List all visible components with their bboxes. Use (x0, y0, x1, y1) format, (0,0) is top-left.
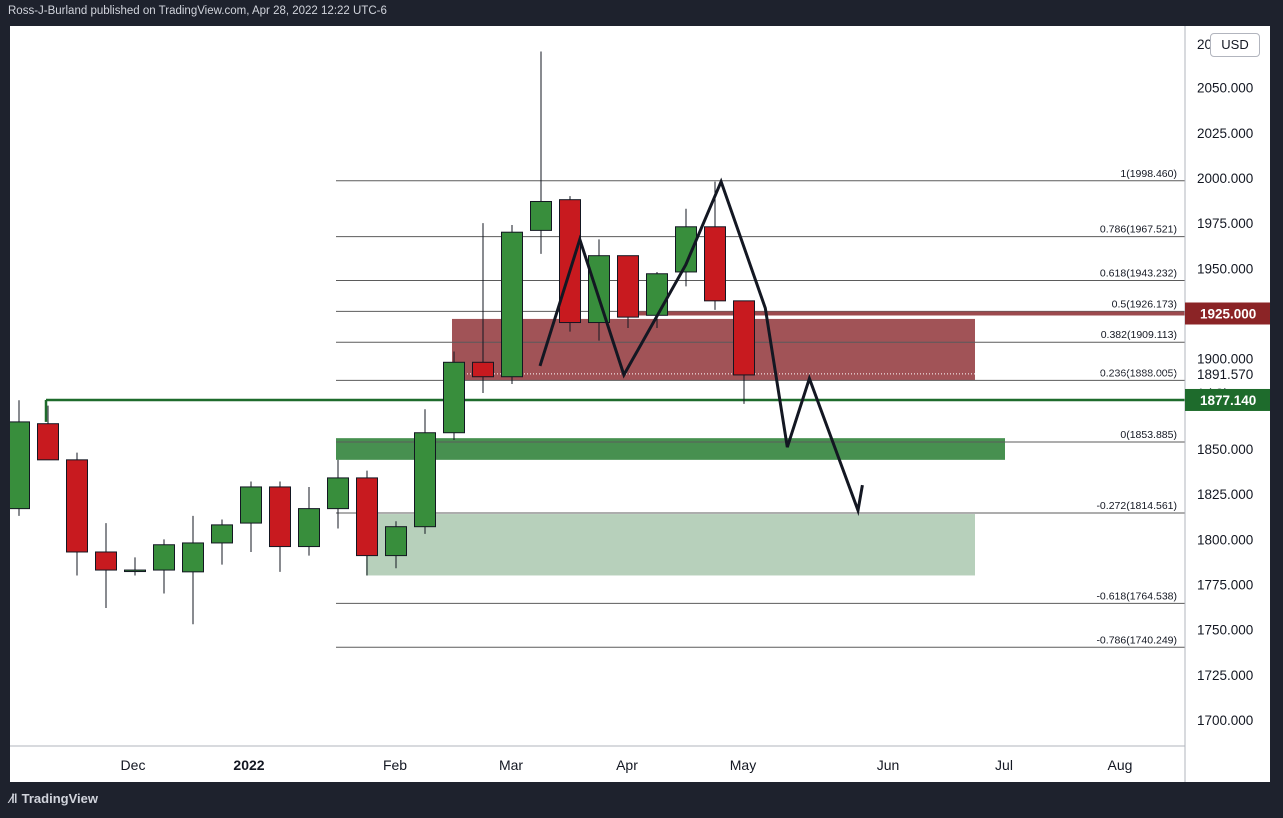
support-zone (336, 438, 1005, 460)
price-tick-label: 1850.000 (1197, 442, 1253, 457)
candle (356, 477, 378, 557)
currency-button[interactable]: USD (1210, 33, 1260, 57)
fib-label: 0.786(1967.521) (1100, 224, 1177, 236)
price-tick-label: 2050.000 (1197, 81, 1253, 96)
candle (530, 200, 552, 231)
current-price-label: 1877.140 (1200, 393, 1256, 408)
candle (37, 423, 59, 461)
candle (385, 526, 407, 557)
fib-label: 0.618(1943.232) (1100, 268, 1177, 280)
candle (153, 544, 175, 571)
fib-label: -0.786(1740.249) (1096, 634, 1177, 646)
time-tick-label: Dec (121, 757, 146, 773)
logo-text: TradingView (21, 791, 98, 806)
candle (704, 226, 726, 302)
price-tick-label: 1825.000 (1197, 487, 1253, 502)
candle (472, 361, 494, 378)
fib-label: 1(1998.460) (1120, 168, 1177, 180)
time-tick-label: Feb (383, 757, 407, 773)
candle (211, 524, 233, 544)
target-zone (366, 514, 975, 576)
time-tick-label: Jul (995, 757, 1013, 773)
price-tick-label: 1800.000 (1197, 532, 1253, 547)
resistance-zone (452, 318, 975, 381)
candle (443, 361, 465, 434)
candle (675, 226, 697, 273)
tradingview-logo[interactable]: ⁄‖ TradingView (10, 791, 98, 806)
resistance-price-label: 1925.000 (1200, 307, 1256, 322)
candle (559, 199, 581, 324)
time-tick-label: 2022 (233, 757, 264, 773)
candle (95, 551, 117, 571)
last-close-label: 1891.570 (1197, 367, 1253, 382)
chart-area[interactable]: 1(1998.460) 0.786(1967.521) 0.618(1943.232… (10, 26, 1270, 782)
time-tick-label: May (730, 757, 756, 773)
time-tick-label: Aug (1108, 757, 1133, 773)
price-tick-label: 1975.000 (1197, 216, 1253, 231)
time-tick-label: Apr (616, 757, 638, 773)
price-tick-label: 1750.000 (1197, 623, 1253, 638)
current-price-tag (1185, 388, 1270, 411)
fib-label: 0.5(1926.173) (1112, 298, 1177, 310)
candle (646, 273, 668, 316)
candle (269, 486, 291, 548)
fib-label: 0.382(1909.113) (1101, 329, 1177, 341)
fib-label: 0.236(1888.005) (1100, 367, 1177, 379)
candle (182, 542, 204, 573)
projection-path (538, 177, 864, 517)
candle (124, 569, 146, 573)
price-tick-label: 2000.000 (1197, 171, 1253, 186)
fib-label: -0.272(1814.561) (1096, 500, 1177, 512)
price-tick-label: 1775.000 (1197, 578, 1253, 593)
time-tick-label: Jun (877, 757, 900, 773)
price-tick-label: 1900.000 (1197, 352, 1253, 367)
price-tick-label: 1700.000 (1197, 713, 1253, 728)
candle (501, 231, 523, 378)
candlestick-chart[interactable]: 1(1998.460) 0.786(1967.521) 0.618(1943.232… (10, 26, 1270, 782)
candle (733, 300, 755, 376)
candle (66, 459, 88, 553)
candle (298, 508, 320, 548)
price-tick-label: 1725.000 (1197, 668, 1253, 683)
resistance-price-tag (1185, 302, 1270, 325)
price-tick-label: 20 (1197, 37, 1212, 52)
price-tick-label: 2025.000 (1197, 126, 1253, 141)
candle (327, 477, 349, 510)
candle (414, 432, 436, 528)
time-tick-label: Mar (499, 757, 523, 773)
candle (617, 255, 639, 318)
candle (10, 421, 30, 510)
price-tick-label: 1950.000 (1197, 261, 1253, 276)
candle (240, 486, 262, 524)
publish-header: Ross-J-Burland published on TradingView.… (8, 5, 387, 17)
fib-label: -0.618(1764.538) (1096, 590, 1177, 602)
fib-label: 0(1853.885) (1120, 429, 1177, 441)
tradingview-logo-icon: ⁄‖ (10, 791, 18, 806)
candle (588, 255, 610, 324)
